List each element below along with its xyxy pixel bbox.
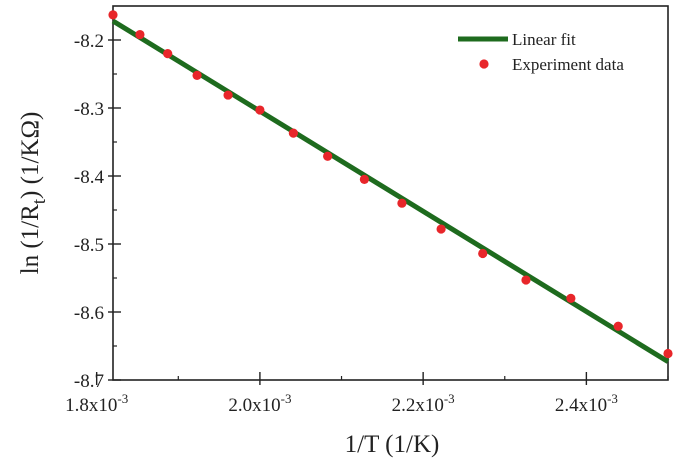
x-tick-mantissa: 2.0x10 <box>228 395 280 416</box>
x-tick-mantissa: 2.2x10 <box>392 395 444 416</box>
experiment-data-point <box>613 321 623 331</box>
x-tick-mantissa: 1.8x10 <box>65 395 117 416</box>
x-tick-label: 1.8x10-3 <box>65 391 128 416</box>
legend-swatch-experiment-data <box>479 59 489 69</box>
y-axis-title-prefix: ln (1/R <box>17 204 44 274</box>
x-axis-ticks: 1.8x10-3 2.0x10-3 2.2x10-3 2.4x10-3 <box>65 372 669 416</box>
x-tick-exponent: -3 <box>444 391 455 406</box>
legend-label-linear-fit: Linear fit <box>512 30 576 49</box>
experiment-data-point <box>397 198 407 208</box>
experiment-data-point <box>192 70 202 80</box>
y-tick-label: -8.5 <box>74 235 104 256</box>
y-axis-title-subscript: t <box>29 198 50 204</box>
experiment-data-point <box>663 348 673 359</box>
x-tick-exponent: -3 <box>607 391 618 406</box>
y-axis-title-suffix: ) (1/KΩ) <box>17 112 44 199</box>
x-tick-exponent: -3 <box>117 391 128 406</box>
experiment-data-point <box>135 29 145 40</box>
x-tick-label: 2.2x10-3 <box>392 391 455 416</box>
series-layer <box>108 10 673 364</box>
experiment-data-point <box>108 10 118 20</box>
experiment-data-point <box>478 248 488 259</box>
y-axis-ticks: -8.2 -8.3 -8.4 -8.5 -8.6 -8.7 <box>74 31 121 392</box>
y-tick-label: -8.6 <box>74 303 104 324</box>
linear-fit-line <box>111 18 670 364</box>
experiment-data-point <box>566 293 576 303</box>
legend: Linear fit Experiment data <box>458 30 624 74</box>
y-tick-label: -8.4 <box>74 167 105 188</box>
experiment-data-point <box>163 49 173 59</box>
x-tick-label: 2.4x10-3 <box>555 391 618 416</box>
x-tick-exponent: -3 <box>281 391 292 406</box>
legend-label-experiment-data: Experiment data <box>512 55 624 74</box>
experiment-data-point <box>436 224 446 234</box>
x-tick-label: 2.0x10-3 <box>228 391 291 416</box>
y-tick-label: -8.3 <box>74 99 104 120</box>
x-tick-mantissa: 2.4x10 <box>555 395 607 416</box>
y-tick-label: -8.2 <box>74 31 104 52</box>
experiment-data-point <box>359 174 369 184</box>
experiment-data-point <box>288 128 298 138</box>
y-tick-label: -8.7 <box>74 371 104 392</box>
experiment-data-point <box>521 275 531 285</box>
experiment-data-point <box>255 105 265 115</box>
experiment-data-point <box>323 151 333 161</box>
x-axis-title: 1/T (1/K) <box>345 431 440 458</box>
experiment-data-point <box>223 90 233 100</box>
y-axis-title: ln (1/Rt) (1/KΩ) <box>17 112 50 275</box>
